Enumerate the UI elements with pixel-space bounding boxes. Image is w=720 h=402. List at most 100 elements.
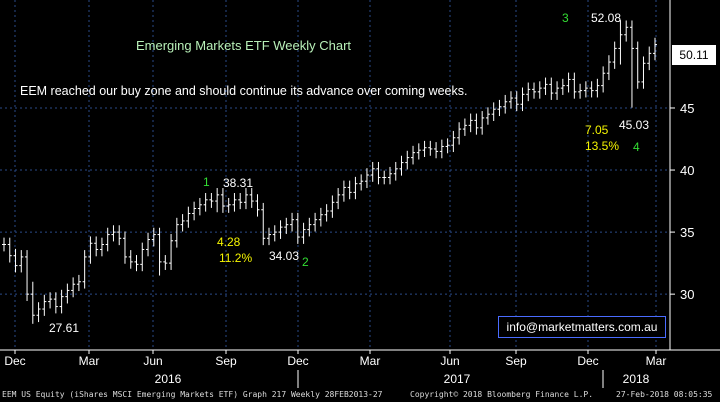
ohlc-bar (468, 113, 473, 133)
ohlc-bar (243, 188, 248, 210)
annotation-low-34-03: 34.03 (269, 249, 300, 263)
ohlc-bar (163, 255, 168, 270)
ohlc-bar (25, 250, 30, 301)
ohlc-bar (583, 81, 588, 98)
ohlc-bar (301, 222, 306, 244)
footer-timestamp: 27-Feb-2018 08:05:35 (616, 390, 713, 399)
chart-title: Emerging Markets ETF Weekly Chart (136, 38, 352, 53)
ohlc-bar (174, 217, 179, 248)
ohlc-bar (2, 237, 6, 252)
ohlc-bar (347, 180, 352, 200)
ohlc-bar (215, 188, 220, 213)
ohlc-bar (428, 140, 433, 156)
ohlc-bar (226, 197, 231, 213)
ohlc-bar (36, 302, 41, 323)
ohlc-bar (359, 174, 364, 191)
ohlc-bars (2, 20, 657, 324)
ohlc-bar (19, 250, 24, 273)
ohlc-bar (411, 145, 416, 165)
ohlc-bar (555, 81, 560, 100)
ohlc-bar (128, 250, 133, 269)
ohlc-bar (353, 176, 358, 200)
ohlc-bar (249, 188, 254, 208)
wave-label-2: 2 (302, 255, 309, 269)
ohlc-bar (146, 232, 151, 257)
ohlc-bar (532, 82, 537, 99)
ohlc-bar (313, 212, 318, 232)
ohlc-bar (526, 82, 531, 102)
x-tick-label: Jun (143, 354, 162, 368)
ohlc-bar (595, 78, 600, 98)
ohlc-bar (105, 227, 110, 252)
ohlc-bar (134, 255, 139, 272)
ohlc-bar (88, 236, 93, 264)
x-tick-label: Sep (505, 354, 527, 368)
annotation-drop-percent: 13.5% (585, 139, 620, 153)
ohlc-bar (157, 227, 162, 276)
ohlc-bar (601, 66, 606, 93)
ohlc-bar (572, 72, 577, 99)
ohlc-bar (491, 102, 496, 122)
ohlc-bar (612, 41, 617, 69)
ohlc-bar (330, 195, 335, 218)
ohlc-bar (180, 214, 185, 232)
price-chart: 30 35 40 45 Dec Mar Jun Sep Dec Mar Jun Sep Dec Mar 20… (0, 0, 720, 388)
ohlc-bar (370, 161, 375, 182)
ohlc-bar (647, 46, 652, 71)
wave-label-3: 3 (562, 11, 569, 25)
ohlc-bar (267, 227, 272, 246)
ohlc-bar (439, 139, 444, 159)
ohlc-bar (503, 94, 508, 114)
ohlc-bar (111, 225, 116, 242)
annotation-high-52-08: 52.08 (591, 11, 622, 25)
wave-label-4: 4 (633, 140, 640, 154)
axes: 30 35 40 45 Dec Mar Jun Sep Dec Mar Jun Sep Dec Mar 20… (0, 0, 720, 388)
ohlc-bar (618, 20, 623, 65)
annotation-low-27-61: 27.61 (49, 321, 80, 335)
ohlc-bar (122, 231, 127, 264)
ohlc-bar (606, 55, 611, 81)
x-tick-label: Jun (440, 354, 459, 368)
ohlc-bar (382, 170, 387, 185)
ohlc-bar (537, 81, 542, 99)
ohlc-bar (295, 212, 300, 244)
ohlc-bar (65, 283, 70, 304)
grid (0, 0, 670, 350)
ohlc-bar (393, 161, 398, 181)
annotation-drop-points: 7.05 (585, 123, 609, 137)
ohlc-bar (71, 277, 76, 298)
annotation-low-45-03: 45.03 (619, 118, 650, 132)
ohlc-bar (543, 77, 548, 95)
y-tick-label: 40 (680, 163, 694, 178)
ohlc-bar (59, 289, 64, 314)
ohlc-bar (13, 248, 18, 273)
ohlc-bar (629, 20, 634, 108)
ohlc-bar (42, 294, 47, 316)
ohlc-bar (290, 212, 295, 232)
ohlc-bar (99, 237, 104, 257)
ohlc-bar (624, 20, 629, 42)
ohlc-bar (497, 99, 502, 117)
ohlc-bar (399, 155, 404, 176)
ohlc-bar (364, 168, 369, 189)
ohlc-bar (578, 83, 583, 99)
ohlc-bar (232, 192, 237, 212)
ohlc-bar (474, 113, 479, 135)
ohlc-bar (117, 225, 122, 246)
bloomberg-footer: EEM US Equity (iShares MSCI Emerging Mar… (0, 388, 720, 402)
ohlc-bar (445, 138, 450, 154)
ohlc-bar (653, 37, 657, 61)
contact-email[interactable]: info@marketmatters.com.au (498, 316, 666, 338)
x-year-label: 2016 (155, 372, 182, 386)
x-tick-label: Dec (577, 354, 598, 368)
ohlc-bar (284, 217, 289, 234)
ohlc-bar (451, 130, 456, 153)
ohlc-bar (318, 207, 323, 227)
ohlc-bar (76, 274, 81, 292)
ohlc-bar (278, 220, 283, 239)
footer-copyright: Copyright© 2018 Bloomberg Finance L.P. (410, 390, 594, 399)
x-tick-label: Mar (646, 354, 667, 368)
ohlc-bar (197, 197, 202, 216)
x-tick-label: Sep (215, 354, 237, 368)
wave-label-1: 1 (203, 175, 210, 189)
